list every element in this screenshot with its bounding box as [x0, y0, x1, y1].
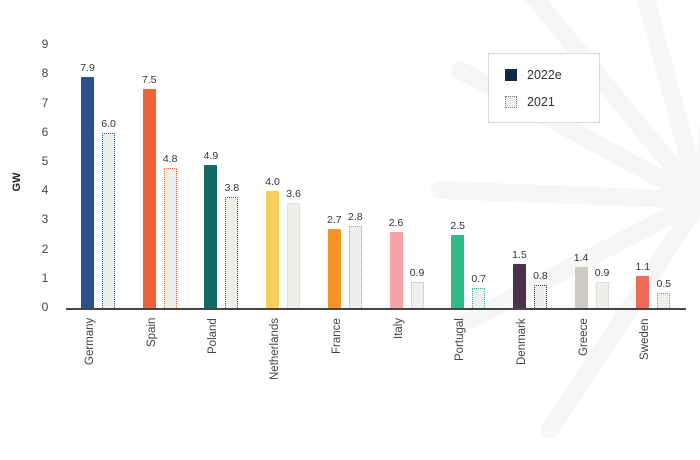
bar-2022e-portugal [451, 235, 465, 308]
value-label-2021: 0.8 [533, 269, 548, 282]
x-tick-label: Italy [392, 317, 405, 339]
value-label-2021: 4.8 [162, 152, 178, 165]
y-tick-label: 0 [41, 300, 49, 314]
y-tick-label: 7 [41, 95, 49, 110]
value-label-2021: 3.6 [286, 187, 301, 200]
bar-2021-italy [410, 281, 424, 308]
y-tick-label: 6 [41, 124, 49, 139]
value-label-2022e: 2.6 [388, 217, 404, 230]
x-tick-label: Greece [577, 318, 590, 356]
x-tick-label: Portugal [454, 318, 467, 361]
y-tick-label: 9 [41, 37, 49, 52]
value-label-2021: 0.9 [409, 266, 425, 279]
value-label-2022e: 7.5 [141, 74, 157, 86]
value-label-2022e: 4.9 [203, 149, 219, 162]
bar-2021-portugal [472, 287, 486, 308]
bar-2022e-poland [204, 164, 218, 308]
value-label-2021: 6.0 [101, 117, 116, 130]
x-tick-label: Netherlands [269, 317, 282, 380]
value-label-2021: 0.5 [656, 278, 672, 291]
y-tick-label: 8 [41, 66, 49, 81]
value-label-2022e: 2.5 [450, 220, 465, 232]
value-label-2022e: 1.1 [635, 260, 651, 273]
legend-swatch-solid [505, 69, 517, 81]
bar-2022e-italy [389, 232, 403, 308]
x-tick-label: Spain [145, 317, 158, 347]
y-tick-label: 3 [41, 212, 49, 227]
legend-item-2022e: 2022e [505, 68, 562, 82]
value-label-2022e: 1.5 [512, 249, 527, 262]
bar-2021-germany [102, 132, 115, 308]
value-label-2021: 3.8 [224, 182, 240, 195]
value-label-2022e: 7.9 [80, 62, 95, 75]
bar-2022e-germany [81, 77, 94, 308]
bar-2022e-greece [574, 267, 588, 308]
value-label-2021: 0.7 [471, 272, 486, 285]
y-axis-label: GW [11, 172, 23, 192]
bar-2021-france [348, 226, 362, 308]
y-tick-label: 5 [41, 154, 49, 168]
bar-2021-poland [225, 197, 239, 308]
bar-2021-netherlands [287, 202, 301, 308]
bar-2021-denmark [533, 284, 547, 308]
value-label-2021: 2.8 [347, 211, 363, 224]
value-label-2022e: 4.0 [265, 176, 280, 189]
legend-swatch-dotted [505, 96, 517, 108]
legend-item-2021: 2021 [505, 95, 555, 109]
bar-2021-sweden [657, 293, 671, 308]
y-tick-label: 2 [41, 241, 49, 256]
bar-2021-spain [163, 167, 177, 308]
value-label-2022e: 1.4 [573, 252, 589, 265]
x-tick-label: Germany [84, 317, 96, 365]
legend: 2022e 2021 [488, 53, 600, 123]
value-label-2022e: 2.7 [326, 214, 342, 227]
bar-2022e-netherlands [266, 191, 280, 308]
bar-2022e-france [327, 229, 341, 308]
bar-2022e-sweden [636, 275, 650, 308]
value-label-2021: 0.9 [594, 266, 610, 279]
x-tick-label: Denmark [515, 318, 528, 365]
x-tick-label: Sweden [639, 318, 652, 360]
bar-2022e-spain [142, 89, 156, 308]
y-tick-label: 4 [41, 183, 49, 198]
legend-label: 2022e [527, 68, 562, 82]
y-tick-label: 1 [41, 270, 49, 285]
x-tick-label: France [330, 318, 343, 354]
legend-label: 2021 [527, 95, 555, 109]
x-tick-label: Poland [207, 318, 220, 354]
x-axis-line [66, 308, 686, 310]
bar-chart: GW 0 1 2 3 4 5 6 7 8 9 7.9 6.0 Germany 7.5 4.8 Spain 4.… [11, 37, 686, 380]
background-rays-decoration [431, 0, 700, 439]
bar-2022e-denmark [512, 264, 526, 308]
bar-2021-greece [595, 281, 609, 308]
